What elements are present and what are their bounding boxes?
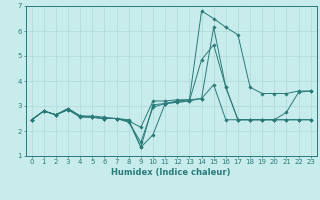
X-axis label: Humidex (Indice chaleur): Humidex (Indice chaleur)	[111, 168, 231, 177]
